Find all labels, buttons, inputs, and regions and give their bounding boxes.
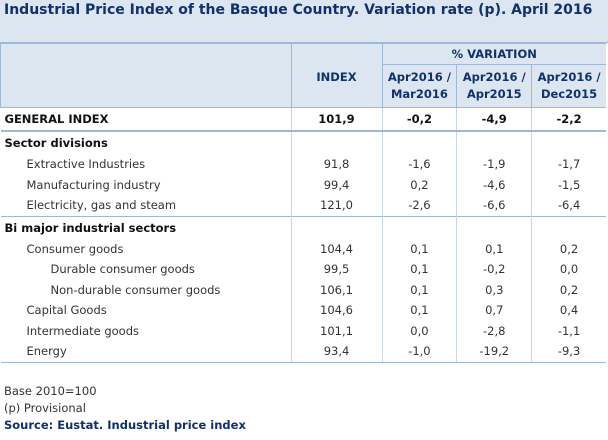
- row-label: GENERAL INDEX: [0, 107, 292, 132]
- section-title: Bi major industrial sectors: [0, 215, 292, 239]
- cell: 99,5: [291, 259, 383, 280]
- header-cell: Apr2016 / Dec2015: [531, 64, 606, 108]
- row: Non-durable consumer goods 106,1 0,1 0,3 0,2: [0, 279, 607, 300]
- row-label: Manufacturing industry: [0, 174, 292, 195]
- header-line: Apr2016 /: [462, 70, 526, 84]
- cell: 0,2: [382, 174, 458, 195]
- cell: 0,1: [382, 238, 458, 259]
- table: INDEX % VARIATION Apr2016 /Mar2016 Apr201…: [0, 43, 606, 363]
- row-label: Durable consumer goods: [0, 259, 292, 280]
- table-body: GENERAL INDEX 101,9 -0,2 -4,9 -2,2 Sector div…: [0, 107, 607, 363]
- cell: 0,1: [382, 259, 458, 280]
- row: Extractive Industries 91,8 -1,6 -1,9 -1,7: [0, 154, 607, 175]
- notes: Base 2010=100 (p) Provisional Source: Eu…: [4, 383, 246, 434]
- cell: [531, 130, 606, 154]
- cell: -1,7: [557, 157, 581, 172]
- row: Manufacturing industry 99,4 0,2 -4,6 -1,5: [0, 174, 607, 195]
- row-label: Capital Goods: [0, 300, 292, 321]
- cell: -2,6: [382, 195, 458, 216]
- row-label: Energy: [0, 341, 292, 363]
- cell: 104,6: [291, 300, 383, 321]
- cell: 0,7: [456, 300, 533, 321]
- cell: -1,6: [382, 154, 458, 175]
- header-line: Dec2015: [540, 87, 598, 101]
- note: Base 2010=100: [4, 384, 97, 398]
- header-cell: Apr2016 / Apr2015: [456, 64, 533, 108]
- cell: -1,1: [557, 323, 581, 338]
- row-label: Electricity, gas and steam: [0, 195, 292, 216]
- header-line: Apr2015: [466, 87, 522, 101]
- cell: -1,5: [557, 177, 581, 192]
- header-line: Mar2016: [390, 87, 448, 101]
- cell: 0,3: [456, 279, 533, 300]
- cell: 106,1: [291, 279, 383, 300]
- cell: 91,8: [291, 154, 383, 175]
- row-label: Non-durable consumer goods: [0, 279, 292, 300]
- row: Electricity, gas and steam 121,0 -2,6 -6,6 -…: [0, 195, 607, 216]
- header-row: Apr2016 /Mar2016 Apr2016 /Apr2015 Apr2016 …: [1, 64, 606, 108]
- section-row: Bi major industrial sectors: [0, 215, 606, 239]
- row: GENERAL INDEX 101,9 -0,2 -4,9 -2,2: [0, 107, 606, 132]
- cell: 121,0: [291, 195, 383, 216]
- row: Consumer goods 104,4 0,1 0,1 0,2: [0, 238, 607, 259]
- cell: 0,1: [382, 300, 458, 321]
- cell: -2,2: [531, 107, 606, 132]
- row-label: Intermediate goods: [0, 320, 292, 341]
- row: Capital Goods 104,6 0,1 0,7 0,4: [0, 300, 607, 321]
- header-line: Apr2016 /: [537, 70, 601, 84]
- cell: 104,4: [291, 238, 383, 259]
- cell: [531, 215, 606, 239]
- header-cell: INDEX: [290, 43, 383, 108]
- cell: 0,0: [382, 320, 458, 341]
- row: Energy 93,4 -1,0 -19,2 -9,3: [0, 341, 606, 363]
- section-row: Sector divisions: [0, 130, 606, 154]
- cell: [291, 215, 383, 239]
- cell: -4,9: [456, 107, 533, 132]
- cell: -0,2: [382, 107, 458, 132]
- cell: -6,6: [456, 195, 533, 216]
- cell: 0,2: [559, 241, 579, 256]
- row-label: Consumer goods: [0, 238, 292, 259]
- cell: 101,9: [291, 107, 383, 132]
- cell: 0,1: [456, 238, 533, 259]
- table-head: INDEX % VARIATION Apr2016 /Mar2016 Apr201…: [0, 43, 606, 108]
- cell: 101,1: [291, 320, 383, 341]
- row: Intermediate goods 101,1 0,0 -2,8 -1,1: [0, 320, 607, 341]
- cell: -19,2: [456, 341, 533, 363]
- header-cell: [0, 43, 292, 108]
- row-label: Extractive Industries: [0, 154, 292, 175]
- title: Industrial Price Index of the Basque Cou…: [0, 0, 608, 43]
- cell: -1,0: [382, 341, 458, 363]
- source: Source: Eustat. Industrial price index: [4, 418, 246, 432]
- section-title: Sector divisions: [0, 130, 292, 154]
- cell: 0,2: [559, 282, 579, 297]
- cell: -9,3: [531, 341, 606, 363]
- cell: 93,4: [291, 341, 383, 363]
- header-cell: Apr2016 / Mar2016: [381, 64, 458, 108]
- cell: -6,4: [557, 198, 581, 213]
- cell: [291, 130, 383, 154]
- cell: -4,6: [456, 174, 533, 195]
- cell: 99,4: [291, 174, 383, 195]
- header-cell: % VARIATION: [381, 43, 606, 65]
- cell: 0,0: [559, 262, 579, 277]
- cell: 0,4: [559, 303, 579, 318]
- cell: -2,8: [456, 320, 533, 341]
- cell: -1,9: [456, 154, 533, 175]
- cell: [456, 130, 533, 154]
- header-line: Apr2016 /: [387, 70, 451, 84]
- cell: [382, 215, 458, 239]
- cell: 0,1: [382, 279, 458, 300]
- row: Durable consumer goods 99,5 0,1 -0,2 0,0: [0, 259, 607, 280]
- cell: -0,2: [456, 259, 533, 280]
- note: (p) Provisional: [4, 401, 86, 415]
- cell: [382, 130, 458, 154]
- cell: [456, 215, 533, 239]
